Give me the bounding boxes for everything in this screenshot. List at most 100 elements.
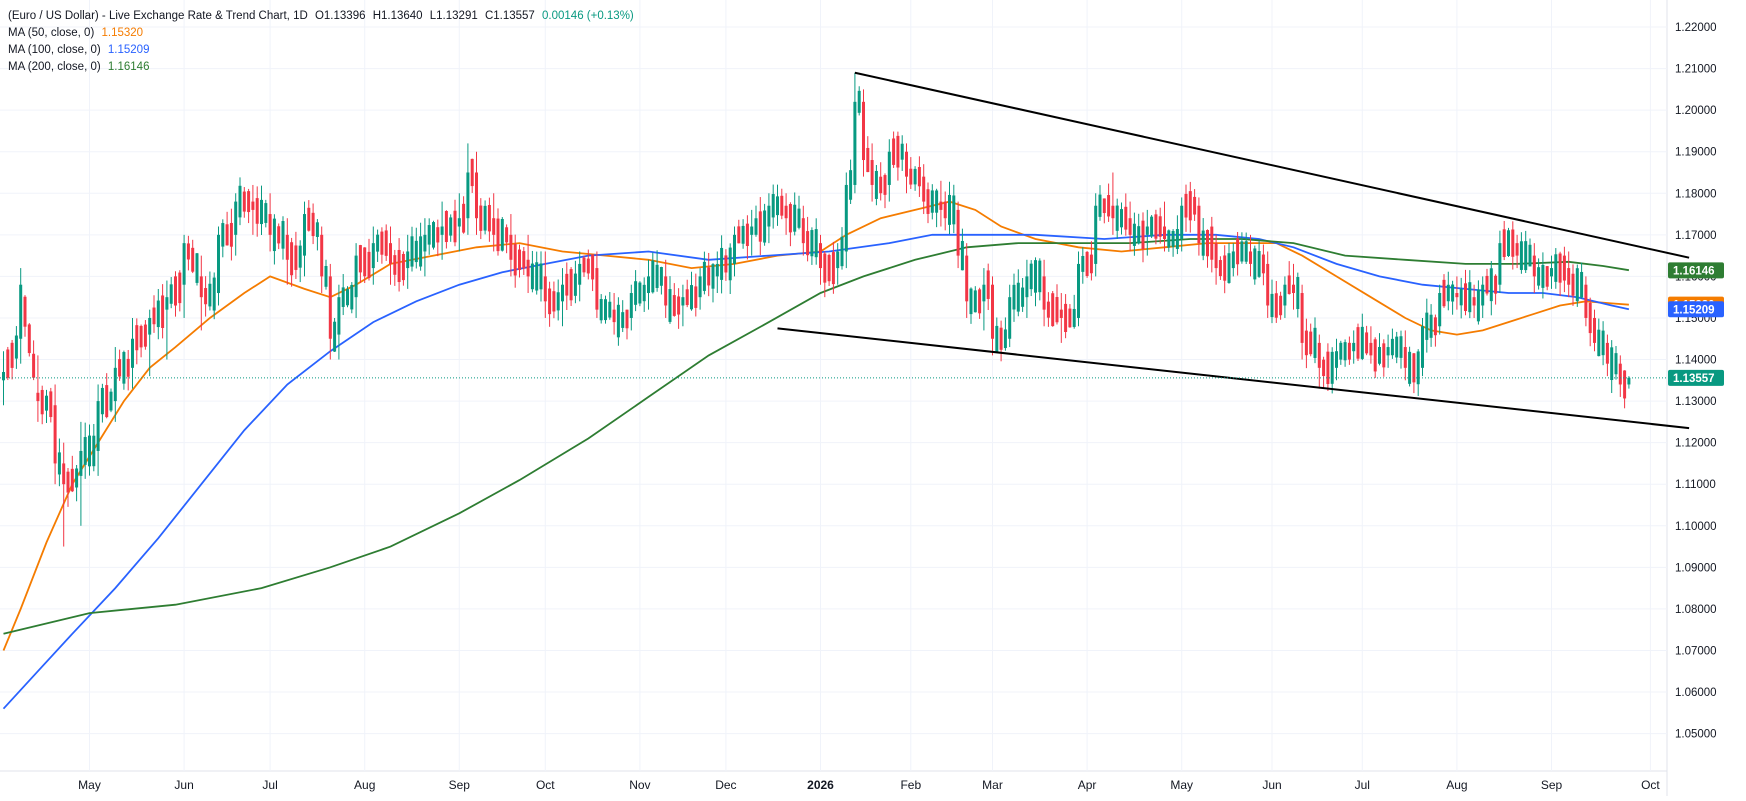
- candle-body: [27, 324, 31, 354]
- candle-body: [681, 297, 685, 306]
- candle-body: [105, 385, 109, 418]
- candle-body: [509, 234, 513, 260]
- candle-body: [268, 214, 272, 235]
- chart-legend: (Euro / US Dollar) - Live Exchange Rate …: [8, 8, 634, 76]
- legend-ma100-row[interactable]: MA (100, close, 0) 1.15209: [8, 42, 634, 59]
- candle-body: [1459, 289, 1463, 306]
- candle-body: [857, 90, 861, 113]
- time-tick-label: Mar: [982, 778, 1003, 792]
- candle-body: [1438, 293, 1442, 327]
- candle-body: [264, 203, 268, 223]
- candle-body: [410, 236, 414, 267]
- candle-body: [1601, 330, 1605, 356]
- candle-body: [1201, 230, 1205, 256]
- candle-body: [272, 218, 276, 252]
- candle-body: [690, 285, 693, 310]
- candle-body: [651, 260, 655, 293]
- candle-body: [1012, 284, 1016, 310]
- candle-body: [1124, 206, 1128, 230]
- candle-body: [79, 450, 83, 476]
- candle-body: [1055, 297, 1059, 323]
- candle-body: [1029, 263, 1033, 290]
- ma100-value: 1.15209: [107, 44, 150, 56]
- legend-ma200-row[interactable]: MA (200, close, 0) 1.16146: [8, 59, 634, 76]
- candle-body: [346, 289, 349, 306]
- candle-body: [178, 272, 182, 304]
- candle-body: [1554, 254, 1558, 282]
- candle-body: [367, 251, 371, 279]
- candle-body: [401, 253, 405, 281]
- candle-body: [702, 261, 706, 291]
- time-tick-label: May: [78, 778, 101, 792]
- candle-body: [1296, 277, 1300, 310]
- candle-body: [960, 240, 964, 271]
- time-tick-label: Nov: [629, 778, 650, 792]
- candle-body: [948, 194, 951, 225]
- candle-body: [1163, 226, 1166, 239]
- candle-body: [341, 287, 345, 307]
- candle-body: [522, 251, 526, 269]
- candle-body: [436, 227, 440, 243]
- candle-body: [186, 243, 190, 260]
- candle-body: [535, 262, 539, 291]
- candle-body: [780, 195, 784, 216]
- candle-body: [513, 244, 517, 276]
- price-tick-label: 1.19000: [1675, 147, 1717, 159]
- candle-body: [1468, 282, 1472, 313]
- candle-body: [290, 242, 294, 276]
- time-tick-label: Jul: [262, 778, 277, 792]
- candle-body: [358, 245, 362, 273]
- candle-body: [1597, 329, 1601, 357]
- ohlc-low: L1.13291: [429, 10, 478, 22]
- time-tick-label: Dec: [715, 778, 736, 792]
- price-tag-label: 1.16146: [1673, 265, 1715, 277]
- candle-body: [315, 222, 319, 237]
- candle-body: [664, 276, 668, 306]
- candle-body: [956, 209, 960, 256]
- candle-body: [1562, 255, 1566, 281]
- candle-body: [483, 205, 487, 231]
- candles: [2, 72, 1631, 547]
- candle-body: [260, 199, 263, 225]
- candle-body: [1072, 308, 1076, 327]
- candle-body: [1115, 205, 1119, 231]
- candle-body: [19, 284, 23, 339]
- candle-body: [118, 359, 122, 377]
- candle-body: [1335, 351, 1338, 368]
- candle-body: [36, 392, 40, 402]
- price-tick-label: 1.10000: [1675, 521, 1717, 533]
- candle-body: [552, 291, 556, 312]
- candle-body: [1575, 268, 1579, 302]
- time-tick-label: Oct: [536, 778, 555, 792]
- candle-body: [1197, 205, 1201, 244]
- candle-body: [66, 471, 70, 493]
- ma50-label: MA (50, close, 0): [8, 27, 95, 39]
- candle-body: [1236, 238, 1240, 265]
- candle-body: [801, 218, 805, 244]
- candle-body: [2, 371, 5, 381]
- candle-body: [217, 234, 220, 294]
- candle-body: [212, 277, 216, 311]
- candle-body: [659, 267, 663, 286]
- candle-body: [1309, 331, 1313, 355]
- legend-ma50-row[interactable]: MA (50, close, 0) 1.15320: [8, 25, 634, 42]
- candle-body: [1180, 205, 1184, 239]
- candle-body: [324, 266, 328, 287]
- candle-body: [1210, 226, 1214, 260]
- candle-body: [1498, 243, 1502, 285]
- candle-body: [642, 284, 646, 302]
- candle-body: [526, 259, 530, 277]
- candle-body: [1098, 194, 1102, 217]
- candle-body: [1369, 342, 1373, 356]
- candle-body: [647, 276, 650, 294]
- candle-body: [750, 226, 754, 235]
- candle-body: [707, 267, 711, 286]
- candle-body: [1266, 263, 1270, 306]
- candle-body: [573, 273, 577, 296]
- candle-body: [638, 282, 642, 304]
- price-tick-label: 1.21000: [1675, 64, 1717, 76]
- candle-body: [1175, 229, 1179, 249]
- candle-body: [1511, 229, 1515, 257]
